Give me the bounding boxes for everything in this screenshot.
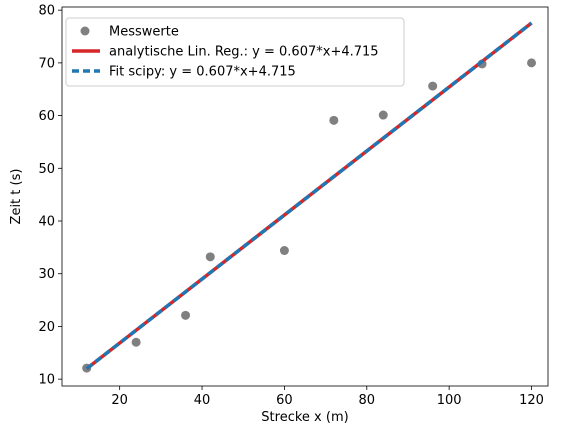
data-point: [329, 115, 339, 125]
y-tick-label: 80: [38, 4, 55, 19]
x-axis-label: Strecke x (m): [261, 410, 348, 425]
x-tick-label: 120: [519, 393, 544, 408]
legend-box: [65, 17, 405, 87]
data-point: [428, 81, 438, 91]
y-tick-label: 20: [38, 320, 55, 335]
legend-label-analytic-line: analytische Lin. Reg.: y = 0.607*x+4.715: [109, 45, 379, 60]
x-tick-label: 60: [276, 393, 293, 408]
plot-area: [82, 21, 537, 373]
x-axis: 20 40 60 80 100 120: [111, 386, 544, 408]
legend-label-scipy-line: Fit scipy: y = 0.607*x+4.715: [109, 65, 296, 80]
y-tick-label: 70: [38, 56, 55, 71]
legend: Messwerte analytische Lin. Reg.: y = 0.6…: [65, 17, 405, 87]
data-point: [279, 246, 289, 256]
data-point: [205, 252, 215, 262]
x-tick-label: 40: [194, 393, 211, 408]
legend-label-messwerte: Messwerte: [109, 25, 179, 40]
data-point: [527, 58, 537, 68]
y-tick-label: 30: [38, 267, 55, 282]
y-tick-label: 10: [38, 373, 55, 388]
x-tick-label: 100: [437, 393, 462, 408]
y-tick-label: 50: [38, 162, 55, 177]
axes-frame: [61, 6, 549, 387]
y-axis-label: Zeit t (s): [9, 169, 24, 225]
y-axis: 10 20 30 40 50 60 70 80: [38, 4, 62, 388]
legend-marker-messwerte: [80, 26, 90, 36]
data-point: [181, 310, 191, 320]
data-point: [131, 337, 141, 347]
y-tick-label: 60: [38, 109, 55, 124]
x-tick-label: 80: [359, 393, 376, 408]
data-point: [378, 110, 388, 120]
scipy-fit-line: [85, 21, 533, 370]
x-tick-label: 20: [111, 393, 128, 408]
y-tick-label: 40: [38, 215, 55, 230]
